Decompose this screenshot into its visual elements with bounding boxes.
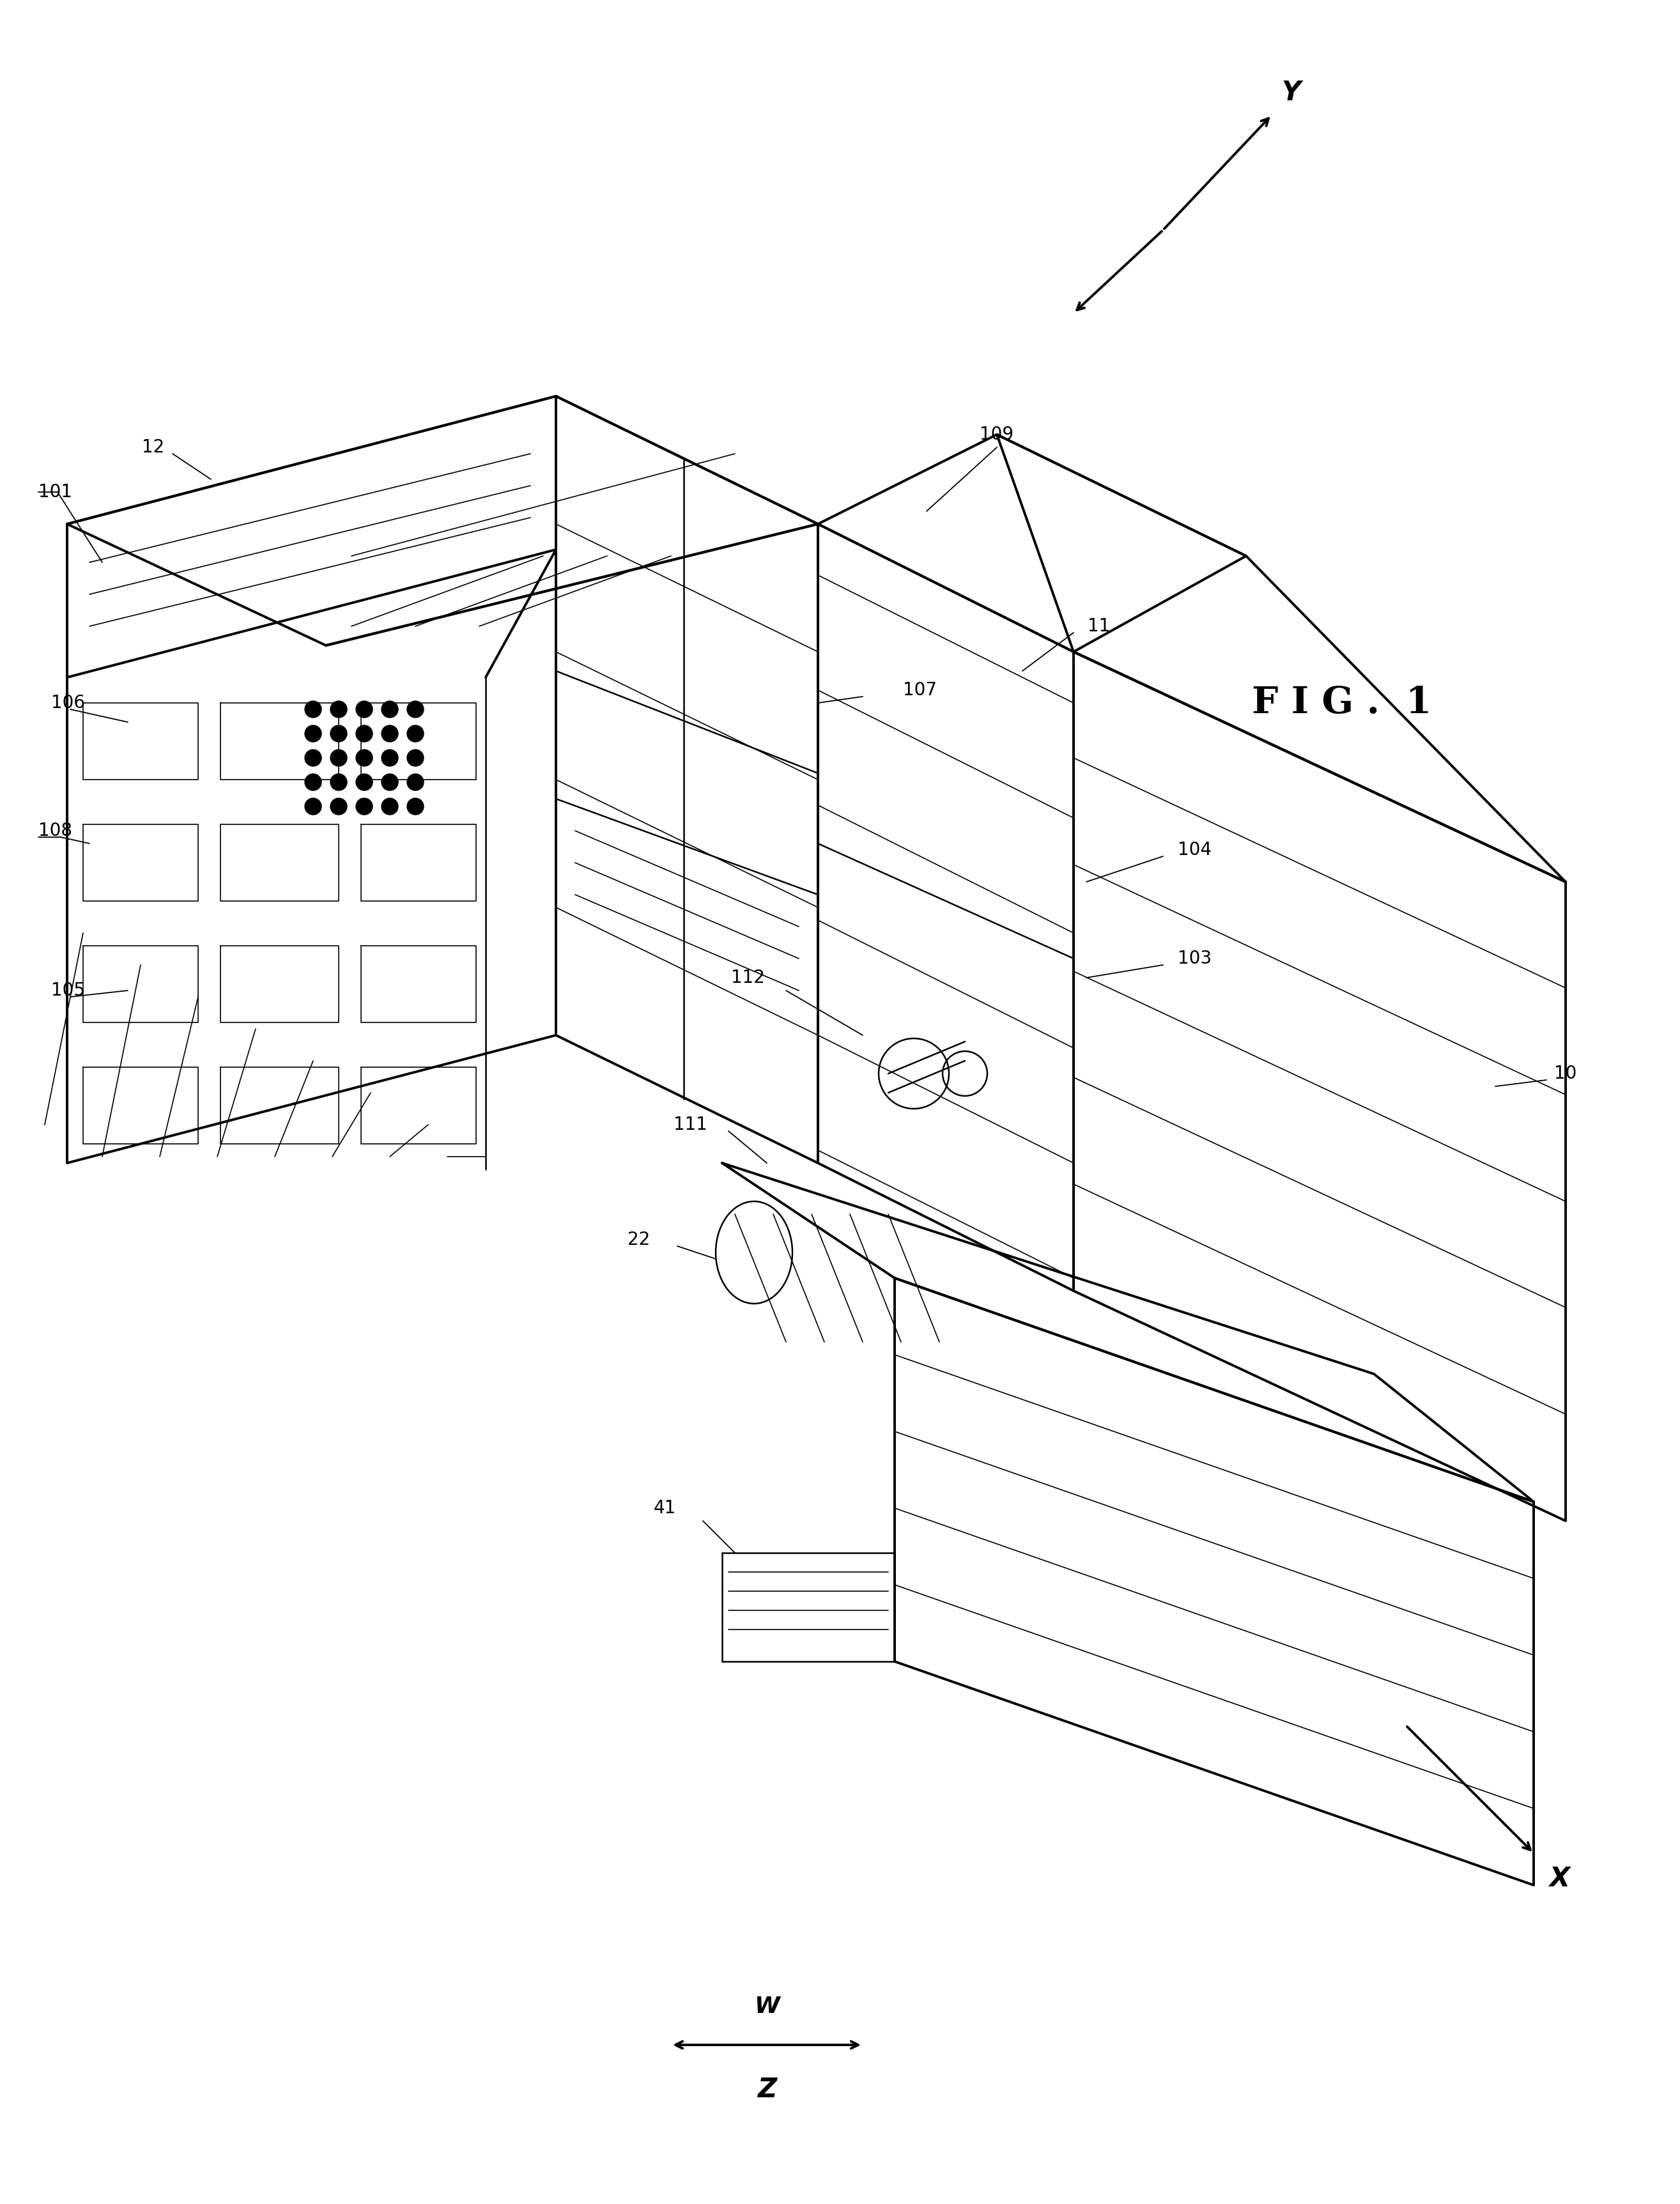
Circle shape <box>331 798 348 815</box>
Text: 41: 41 <box>654 1499 675 1516</box>
Text: 10: 10 <box>1554 1065 1578 1082</box>
Circle shape <box>304 749 321 767</box>
Text: Z: Z <box>758 2076 776 2103</box>
Text: 22: 22 <box>628 1230 650 1250</box>
Circle shape <box>304 725 321 743</box>
Circle shape <box>304 798 321 815</box>
Circle shape <box>407 798 423 815</box>
Circle shape <box>381 725 398 743</box>
Text: 101: 101 <box>39 483 72 500</box>
Text: 106: 106 <box>50 694 86 712</box>
Text: 112: 112 <box>731 970 764 987</box>
Circle shape <box>331 701 348 719</box>
Text: 109: 109 <box>979 425 1013 443</box>
Circle shape <box>356 701 373 719</box>
Text: W: W <box>754 1995 780 2017</box>
Circle shape <box>356 749 373 767</box>
Text: 12: 12 <box>143 439 165 456</box>
Circle shape <box>407 774 423 791</box>
Circle shape <box>331 774 348 791</box>
Text: Y: Y <box>1282 79 1300 106</box>
Circle shape <box>381 774 398 791</box>
Circle shape <box>304 774 321 791</box>
Text: F I G .  1: F I G . 1 <box>1252 685 1431 721</box>
Circle shape <box>331 749 348 767</box>
Text: 111: 111 <box>674 1115 707 1133</box>
Text: 103: 103 <box>1178 950 1211 968</box>
Circle shape <box>356 725 373 743</box>
Circle shape <box>331 725 348 743</box>
Circle shape <box>356 798 373 815</box>
Text: X: X <box>1549 1865 1569 1893</box>
Text: 104: 104 <box>1178 842 1211 860</box>
Circle shape <box>407 725 423 743</box>
Text: 105: 105 <box>50 981 86 998</box>
Circle shape <box>381 701 398 719</box>
Circle shape <box>407 701 423 719</box>
Text: 108: 108 <box>39 822 72 840</box>
Circle shape <box>304 701 321 719</box>
Circle shape <box>356 774 373 791</box>
Circle shape <box>407 749 423 767</box>
Text: 107: 107 <box>904 681 937 699</box>
Text: 11: 11 <box>1089 617 1110 635</box>
Circle shape <box>381 798 398 815</box>
Circle shape <box>381 749 398 767</box>
